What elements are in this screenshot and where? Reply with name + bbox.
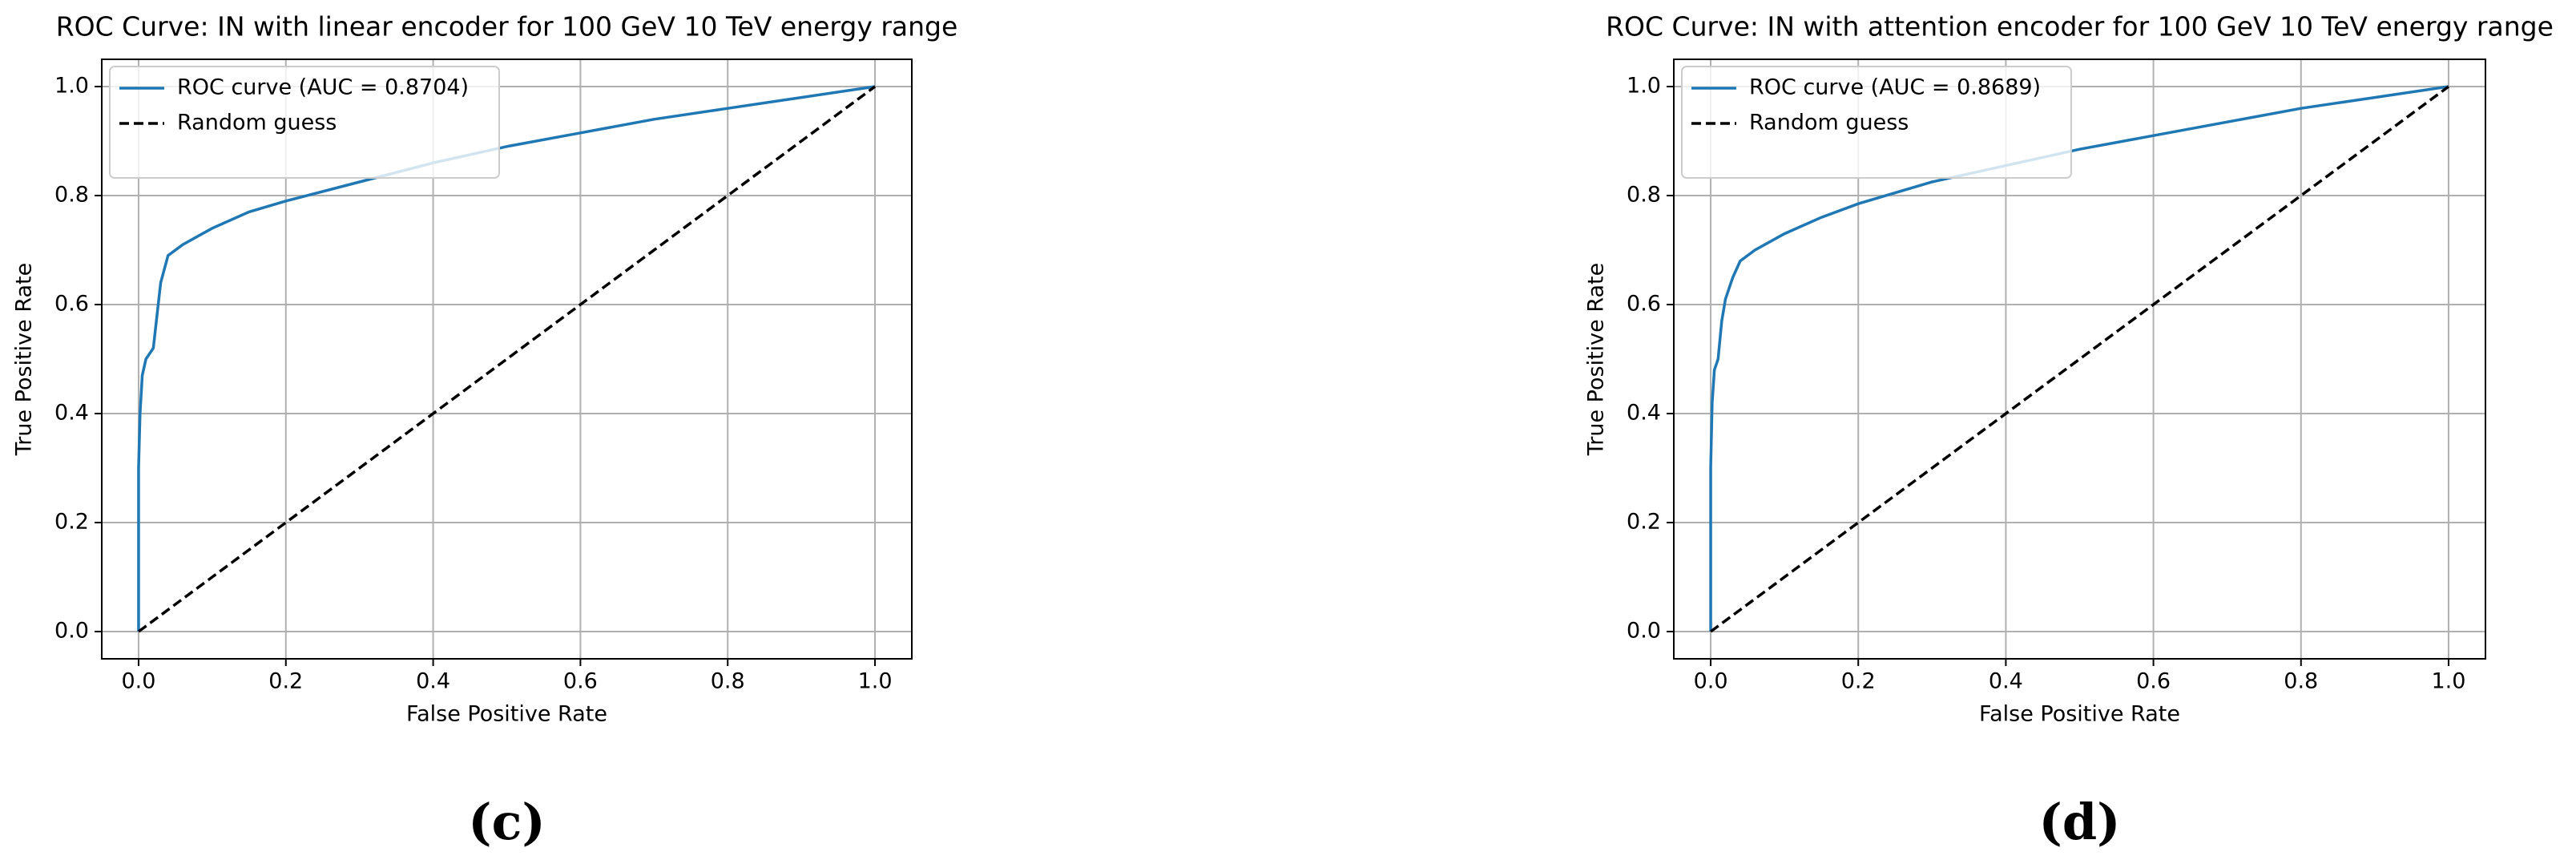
legend-label: Random guess: [1749, 111, 1909, 135]
caption: (d): [2038, 793, 2120, 851]
y-tick-label: 0.0: [54, 619, 89, 644]
y-tick-label: 0.8: [1627, 183, 1661, 208]
y-tick-label: 0.6: [54, 292, 89, 317]
legend-box: [1681, 66, 2072, 179]
roc-line: [137, 85, 876, 632]
y-tick-label: 1.0: [1627, 74, 1661, 99]
chart-title: ROC Curve: IN with linear encoder for 10…: [56, 11, 958, 42]
y-tick-label: 0.0: [1627, 619, 1661, 644]
legend-label: ROC curve (AUC = 0.8689): [1749, 75, 2041, 100]
x-tick-label: 0.0: [121, 669, 155, 694]
caption: (c): [468, 793, 545, 851]
y-axis-label: True Positive Rate: [1584, 263, 1609, 457]
y-tick-label: 0.4: [54, 401, 89, 426]
roc-line: [137, 85, 877, 633]
x-tick-label: 0.2: [1841, 669, 1876, 694]
y-tick-label: 0.2: [1627, 510, 1661, 535]
x-tick-label: 0.6: [563, 669, 598, 694]
x-tick-label: 0.4: [416, 669, 450, 694]
roc-line: [1710, 85, 2449, 633]
y-tick-label: 0.6: [1627, 292, 1661, 317]
y-axis-label: True Positive Rate: [12, 263, 37, 457]
x-axis-label: False Positive Rate: [406, 702, 607, 727]
axes-frame: [1673, 59, 2486, 660]
y-tick-label: 0.8: [54, 183, 89, 208]
x-tick-label: 0.8: [711, 669, 745, 694]
x-tick-label: 0.2: [268, 669, 303, 694]
x-axis-label: False Positive Rate: [1979, 702, 2180, 727]
roc-line: [1709, 85, 2449, 632]
x-tick-label: 0.8: [2284, 669, 2318, 694]
x-tick-label: 0.6: [2136, 669, 2171, 694]
chart-title: ROC Curve: IN with attention encoder for…: [1606, 11, 2554, 42]
x-tick-label: 1.0: [2431, 669, 2465, 694]
y-tick-label: 1.0: [54, 74, 89, 99]
legend-box: [109, 66, 500, 179]
x-tick-label: 0.4: [1989, 669, 2023, 694]
legend-label: ROC curve (AUC = 0.8704): [177, 75, 469, 100]
x-tick-label: 0.0: [1694, 669, 1728, 694]
y-tick-label: 0.4: [1627, 401, 1661, 426]
x-tick-label: 1.0: [858, 669, 893, 694]
axes-frame: [101, 59, 913, 660]
legend-label: Random guess: [177, 111, 337, 135]
y-tick-label: 0.2: [54, 510, 89, 535]
